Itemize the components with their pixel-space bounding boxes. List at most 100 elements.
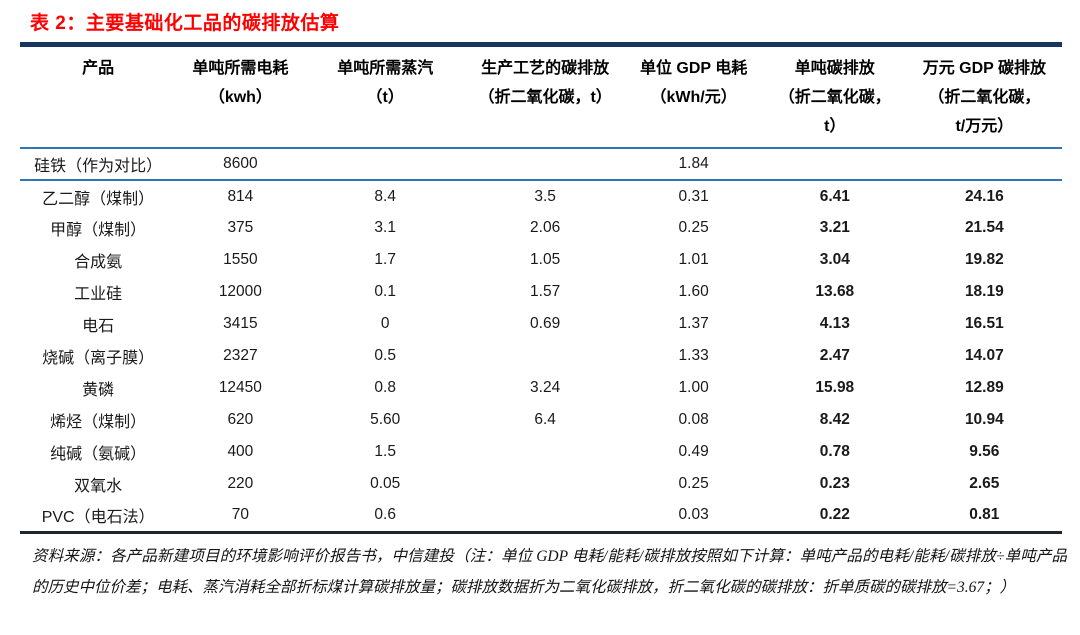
value-cell: 0.22 [819,506,850,524]
report-page: 表 2：主要基础化工品的碳排放估算 产品 单吨所需电耗 （kwh） 单吨所需蒸汽 （t）… [20,13,1067,597]
value-cell: 0.78 [819,443,850,460]
value-cell: 12.89 [964,379,1004,396]
column-header-line: （t） [366,89,404,106]
table-row: 工业硅 12000 0.1 1.57 1.60 13.68 18.19 [20,276,1062,308]
value-cell: 3415 [223,315,258,332]
column-header: 万元 GDP 碳排放 （折二氧化碳， t/万元） [907,45,1062,149]
value-cell: 2.65 [969,475,1000,492]
column-header: 生产工艺的碳排放 （折二氧化碳，t） [466,45,624,149]
value-cell: 620 [227,411,254,428]
column-header: 单吨所需蒸汽 （t） [304,45,466,149]
product-name-cell: 乙二醇（煤制） [42,190,155,208]
value-cell: 0.8 [374,379,396,396]
value-cell: 6.4 [534,411,556,428]
source-note: 资料来源：各产品新建项目的环境影响评价报告书，中信建投（注：单位 GDP 电耗/… [32,547,1067,597]
column-header-line: 单位 GDP 电耗 [639,60,748,77]
product-name-cell: 甲醇（煤制） [50,222,147,239]
table-row: 硅铁（作为对比） 8600 1.84 [20,148,1062,180]
value-cell: 2.06 [530,219,561,236]
value-cell: 2327 [223,347,258,364]
value-cell: 1.33 [678,347,709,364]
column-header-line: 单吨所需蒸汽 [337,60,434,77]
table-row: 烧碱（离子膜） 2327 0.5 1.33 2.47 14.07 [20,340,1062,372]
value-cell: 5.60 [370,411,401,428]
column-header-line: （折二氧化碳，t） [478,89,612,106]
table-row: PVC（电石法） 70 0.6 0.03 0.22 0.81 [20,500,1062,532]
value-cell: 12000 [218,283,262,300]
table-header: 产品 单吨所需电耗 （kwh） 单吨所需蒸汽 （t） 生产工艺的碳排放 （折二氧化碳，t）单… [20,45,1062,149]
product-name-cell: 纯碱（氨碱） [50,446,147,463]
product-name-cell: 工业硅 [74,286,123,303]
emissions-table: 产品 单吨所需电耗 （kwh） 单吨所需蒸汽 （t） 生产工艺的碳排放 （折二氧化碳，t）单… [20,42,1062,534]
value-cell: 1.84 [678,155,709,172]
value-cell: 0.08 [678,411,709,428]
product-name-cell: 硅铁（作为对比） [34,158,163,175]
value-cell: 24.16 [964,187,1004,205]
value-cell [466,436,624,468]
column-header-line: t/万元） [955,118,1014,135]
value-cell: 8600 [223,155,258,172]
table-title: 表 2：主要基础化工品的碳排放估算 [30,13,340,34]
value-cell: 814 [227,187,254,205]
column-header-line: （kWh/元） [650,89,737,106]
value-cell: 0.05 [370,475,401,492]
value-cell: 1.37 [678,315,709,332]
value-cell: 1.05 [530,251,561,268]
value-cell: 375 [227,219,254,236]
value-cell: 12450 [218,379,262,396]
value-cell: 13.68 [815,283,855,300]
column-header: 单位 GDP 电耗 （kWh/元） [624,45,763,149]
value-cell [466,340,624,372]
product-name-cell: 烯烃（煤制） [50,414,147,431]
value-cell: 0.69 [530,315,561,332]
table-body: 硅铁（作为对比） 8600 1.84 乙二醇（煤制） 814 8.4 3.5 0.31 6.41… [20,148,1062,532]
value-cell [466,468,624,500]
value-cell: 1.7 [374,251,396,268]
value-cell: 1.5 [374,443,396,460]
value-cell: 14.07 [964,347,1004,364]
value-cell: 0.25 [678,219,709,236]
product-name-cell: 黄磷 [82,382,115,399]
value-cell: 0.5 [374,347,396,364]
column-header-line: t） [824,118,846,135]
value-cell: 9.56 [969,443,1000,460]
value-cell: 0.6 [374,506,396,524]
column-header: 产品 [20,45,176,149]
value-cell: 3.21 [819,219,850,236]
value-cell: 0.23 [819,475,850,492]
column-header-line: 万元 GDP 碳排放 [922,60,1046,77]
value-cell: 1550 [223,251,258,268]
value-cell: 15.98 [815,379,855,396]
table-row: 甲醇（煤制） 375 3.1 2.06 0.25 3.21 21.54 [20,212,1062,244]
column-header: 单吨所需电耗 （kwh） [176,45,304,149]
value-cell [304,148,466,180]
value-cell: 0.31 [678,187,709,205]
column-header-line: 单吨碳排放 [794,60,875,77]
product-name-cell: 合成氨 [74,254,123,271]
value-cell: 3.1 [374,219,396,236]
value-cell: 3.24 [530,379,561,396]
table-row: 黄磷 12450 0.8 3.24 1.00 15.98 12.89 [20,372,1062,404]
value-cell: 1.60 [678,283,709,300]
value-cell: 3.04 [819,251,850,268]
value-cell: 1.57 [530,283,561,300]
column-header: 单吨碳排放 （折二氧化碳， t） [763,45,907,149]
table-row: 纯碱（氨碱） 400 1.5 0.49 0.78 9.56 [20,436,1062,468]
product-name-cell: 电石 [82,318,115,335]
value-cell [907,148,1062,180]
value-cell: 3.5 [534,187,556,205]
table-row: 电石 3415 0 0.69 1.37 4.13 16.51 [20,308,1062,340]
value-cell: 2.47 [819,347,850,364]
value-cell: 8.42 [819,411,850,428]
column-header-line: （kwh） [208,89,272,106]
product-name-cell: PVC（电石法） [41,509,155,527]
value-cell: 400 [227,443,254,460]
value-cell [466,148,624,180]
column-header-line: 产品 [82,60,115,77]
product-name-cell: 烧碱（离子膜） [42,350,155,367]
value-cell: 220 [227,475,254,492]
value-cell: 19.82 [964,251,1004,268]
value-cell [763,148,907,180]
value-cell [466,500,624,532]
column-header-line: （折二氧化碳， [928,89,1041,106]
